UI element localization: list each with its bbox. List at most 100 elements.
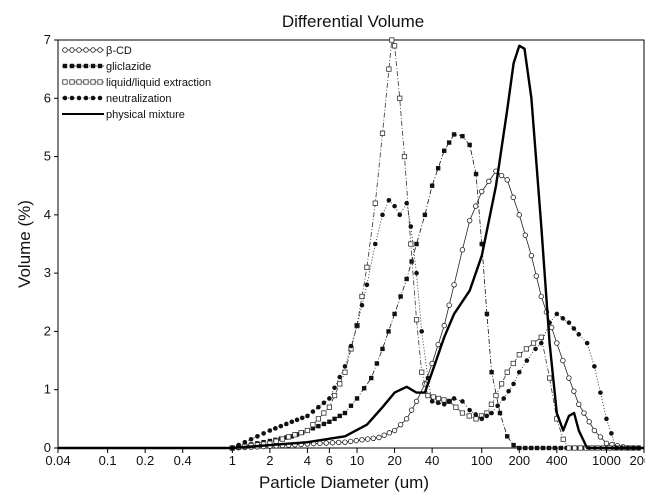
marker-point [425,392,431,399]
marker-point [571,388,577,394]
marker-point [354,323,360,328]
x-tick-label: 200 [508,453,530,468]
marker-point [278,423,284,429]
marker-point [304,427,311,434]
marker-point [289,419,295,425]
marker-point [552,445,558,451]
marker-point [323,440,329,446]
marker-point [591,427,598,434]
marker-point [435,400,441,406]
marker-point [329,440,336,446]
marker-point [361,386,367,391]
marker-point [528,252,535,259]
legend-label: physical mixture [106,109,185,121]
marker-point [359,302,365,308]
marker-point [289,434,295,439]
legend-item: gliclazide [62,61,151,73]
marker-legend [97,63,103,69]
marker-point [459,410,466,416]
marker-point [547,375,553,381]
marker-point [566,445,572,451]
marker-legend [83,63,89,69]
marker-point [248,436,254,442]
marker-point [530,340,537,346]
marker-point [571,326,577,331]
marker-point [404,276,409,282]
x-tick-label: 1 [229,453,236,468]
marker-point [337,413,342,419]
y-tick-label: 0 [44,440,51,455]
marker-point [337,381,343,387]
marker-point [609,431,614,436]
marker-point [479,416,485,422]
marker-legend [62,63,68,69]
marker-point [413,398,420,405]
marker-point [413,317,420,323]
marker-legend [90,79,96,85]
marker-point [327,396,332,401]
marker-point [310,409,316,414]
marker-point [364,282,370,288]
marker-point [408,241,414,247]
marker-point [497,410,503,416]
marker-point [538,293,544,300]
marker-point [404,200,409,206]
marker-point [376,434,382,441]
y-tick-label: 4 [44,207,51,222]
marker-point [397,95,403,101]
legend-label: neutralization [106,93,171,105]
marker-point [401,153,408,160]
marker-point [581,410,587,416]
marker-point [391,427,398,434]
marker-point [451,132,457,137]
marker-point [498,172,505,179]
marker-legend [69,79,75,85]
marker-point [298,430,304,436]
marker-point [451,282,457,288]
marker-point [397,212,403,218]
marker-point [386,329,391,334]
marker-point [603,440,610,447]
x-tick-label: 0.1 [99,453,117,468]
marker-point [533,346,538,352]
marker-point [354,396,360,401]
marker-point [348,343,354,349]
marker-point [273,438,279,444]
marker-point [315,416,321,422]
marker-point [488,401,495,407]
marker-point [294,417,300,423]
marker-legend [76,63,82,69]
marker-point [495,403,500,409]
marker-point [327,419,332,424]
marker-point [584,340,590,346]
marker-point [479,241,484,247]
marker-point [441,322,447,329]
marker-point [451,396,457,401]
marker-point [592,364,597,369]
marker-point [546,445,552,451]
marker-point [460,399,465,404]
y-tick-label: 1 [44,382,51,397]
marker-point [326,404,332,410]
marker-point [408,407,415,413]
marker-point [516,212,522,218]
y-tick-label: 5 [44,149,51,164]
marker-point [321,400,327,406]
marker-point [332,416,337,422]
marker-point [267,428,273,433]
marker-point [273,426,278,431]
marker-point [316,404,321,410]
marker-point [380,212,385,218]
marker-point [255,434,260,439]
marker-legend [90,47,96,53]
marker-point [446,140,452,145]
series-4 [58,44,644,450]
marker-point [486,178,492,185]
marker-point [479,188,485,195]
marker-point [459,247,466,253]
marker-point [435,395,442,402]
marker-point [337,374,343,380]
marker-point [348,403,354,408]
marker-point [336,439,342,446]
